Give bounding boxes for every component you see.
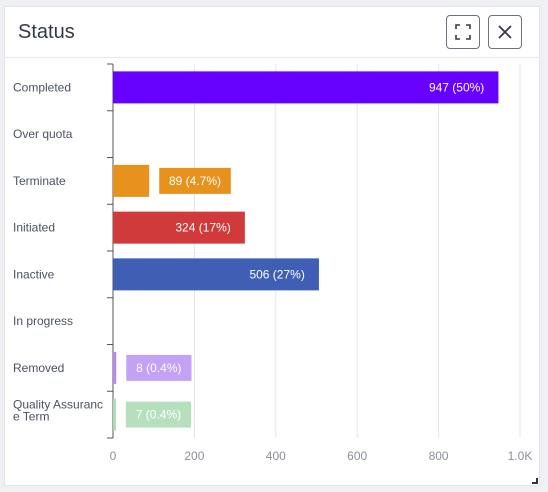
data-label: 7 (0.4%) [136,408,181,422]
category-label: Inactive [13,267,55,281]
data-label-background [159,167,231,194]
category-label: Over quota [13,127,73,141]
category-label: Completed [13,80,71,94]
x-tick-label: 200 [184,449,204,463]
category-label: Initiated [13,221,55,235]
category-label: Removed [13,361,64,375]
category-label: Quality Assuranc e Term [13,398,103,424]
bar [113,398,116,431]
x-tick-label: 1.0K [508,449,533,463]
resize-handle[interactable] [532,478,538,484]
data-label: 89 (4.7%) [169,174,221,188]
bar [113,164,150,197]
panel-title: Status [18,21,75,43]
panel-header: Status [5,7,539,58]
data-label: 506 (27%) [249,267,304,281]
x-tick-label: 400 [266,449,286,463]
bar [113,351,117,384]
category-label: In progress [13,314,73,328]
bar [113,258,319,291]
x-tick-label: 0 [110,449,117,463]
expand-button[interactable] [446,15,480,49]
data-label: 947 (50%) [429,80,484,94]
data-label: 324 (17%) [175,221,230,235]
category-label: Terminate [13,174,66,188]
bar [113,211,245,244]
bar [113,71,499,104]
data-label-background [126,354,192,381]
x-tick-label: 800 [429,449,449,463]
close-icon [498,25,512,39]
expand-icon [455,24,471,40]
x-tick-label: 600 [347,449,367,463]
close-button[interactable] [488,15,522,49]
data-label-background [125,401,192,428]
data-label: 8 (0.4%) [136,361,181,375]
